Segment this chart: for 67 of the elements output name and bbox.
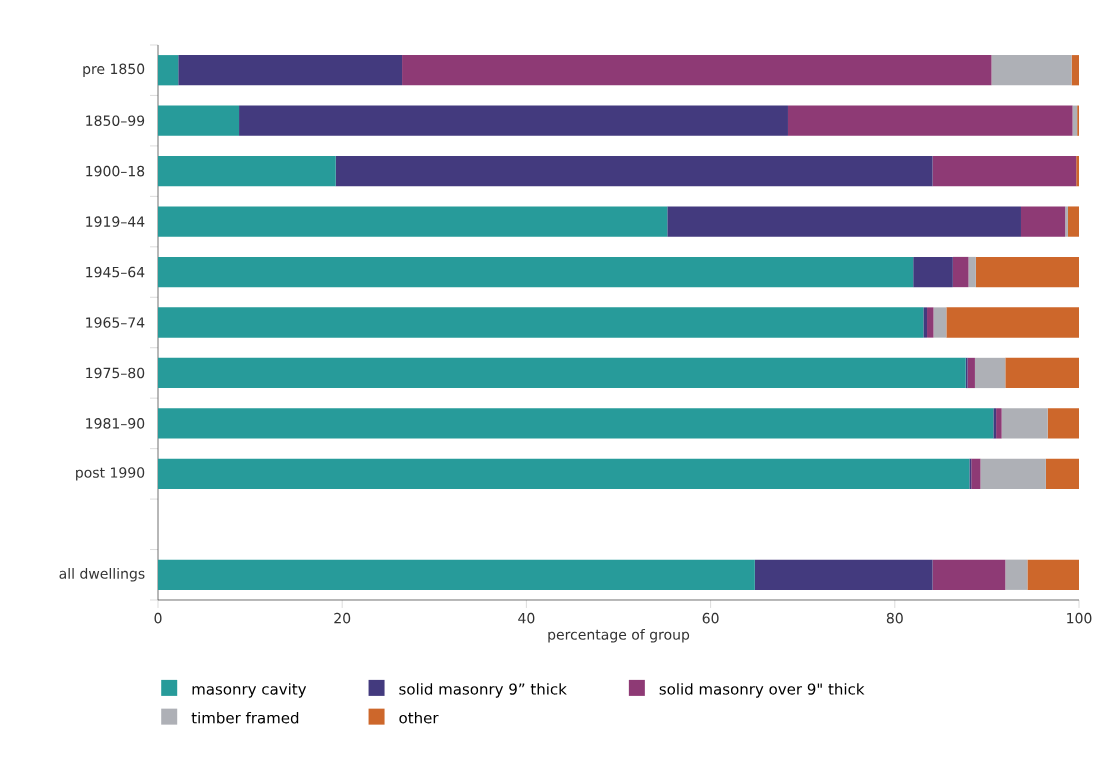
bar (1065, 206, 1068, 237)
bar (932, 559, 1006, 590)
bar (158, 256, 914, 288)
bar (932, 156, 1077, 187)
bar (158, 307, 924, 338)
bar (1076, 156, 1079, 187)
bar (933, 307, 947, 338)
y-tick-label: 1900–18 (86, 165, 145, 177)
legend-label: solid masonry 9” thick (399, 683, 567, 698)
bar (923, 307, 928, 338)
x-tick-label: 0 (154, 612, 162, 624)
bar (1005, 357, 1079, 389)
bar (991, 55, 1072, 86)
bar (975, 256, 1079, 288)
bar (335, 156, 933, 187)
y-tick-label: all dwellings (59, 568, 145, 582)
bar (946, 307, 1079, 338)
y-tick-label: post 1990 (76, 467, 145, 481)
x-tick-label: 60 (702, 612, 719, 624)
bar (1005, 559, 1028, 590)
bar (754, 559, 933, 590)
legend-label: other (399, 711, 439, 724)
bar (239, 105, 788, 136)
bar (158, 105, 240, 136)
y-tick-label: 1919–44 (86, 216, 145, 227)
y-tick-label: 1981–90 (86, 418, 145, 429)
bar (1027, 559, 1079, 590)
bar (667, 206, 1021, 237)
bar (158, 156, 336, 187)
y-tick-label: 1850–99 (86, 115, 145, 126)
bar (1047, 408, 1079, 439)
bar (178, 55, 403, 86)
bar (974, 357, 1006, 389)
bar (1071, 55, 1079, 86)
y-tick-label: 1945–64 (86, 266, 145, 278)
bar (158, 55, 179, 86)
x-tick-label: 100 (1067, 612, 1092, 624)
x-axis-title: percentage of group (548, 628, 690, 643)
bar (968, 256, 976, 288)
bar (927, 307, 934, 338)
bar (967, 357, 975, 389)
bar (787, 105, 1073, 136)
bar (1001, 408, 1048, 439)
bar (1045, 458, 1079, 489)
x-tick-label: 20 (334, 612, 351, 624)
legend-label: timber framed (191, 711, 299, 724)
bar (1020, 206, 1066, 237)
bar (158, 458, 970, 489)
bar (1067, 206, 1079, 237)
bar (158, 206, 668, 237)
x-tick-label: 80 (886, 612, 903, 624)
bar (993, 408, 997, 439)
x-tick-label: 40 (518, 612, 535, 624)
bar (913, 256, 953, 288)
bar (158, 559, 755, 590)
bar (971, 458, 981, 489)
bar (402, 55, 992, 86)
bar (158, 357, 966, 389)
bar (996, 408, 1002, 439)
y-tick-label: 1965–74 (86, 317, 145, 328)
legend-label: masonry cavity (192, 683, 307, 698)
legend-label: solid masonry over 9" thick (659, 683, 865, 698)
bar (158, 408, 994, 439)
bar (980, 458, 1046, 489)
y-tick-label: pre 1850 (83, 63, 145, 77)
y-tick-label: 1975–80 (86, 367, 145, 379)
bar (952, 256, 969, 288)
